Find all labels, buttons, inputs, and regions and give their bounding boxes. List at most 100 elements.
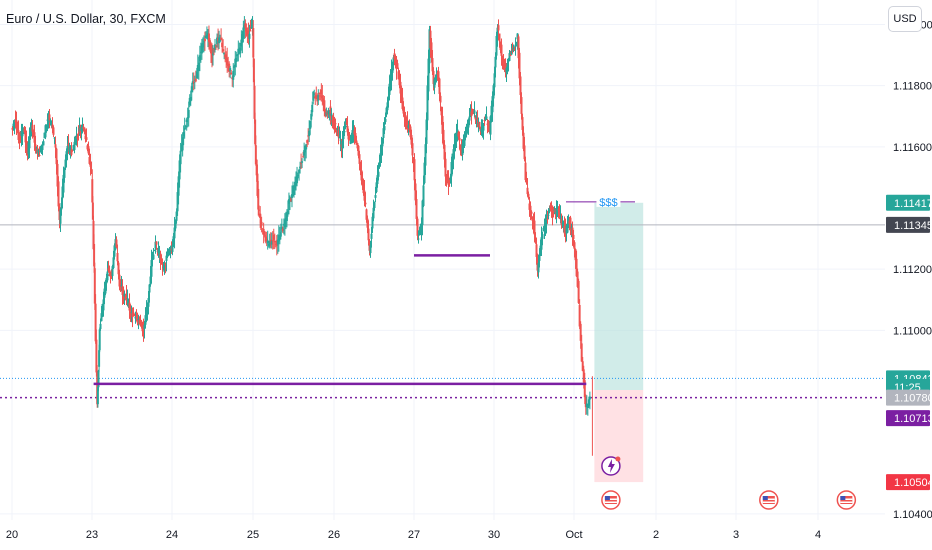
candle-body (293, 192, 296, 194)
candle-body (404, 115, 407, 125)
candle-body (297, 175, 300, 177)
candle-body (540, 237, 543, 250)
candle-body (105, 277, 108, 284)
candle-body (583, 380, 586, 398)
candle-body (308, 130, 311, 137)
candle-body (569, 217, 572, 229)
candle-body (144, 315, 147, 325)
candle-body (279, 232, 282, 237)
candle-body (526, 187, 529, 195)
candle-body (254, 145, 257, 165)
candle-body (219, 37, 222, 42)
price-tag (886, 216, 930, 233)
candle-body (224, 54, 227, 58)
price-tag (886, 389, 930, 406)
candle-body (187, 109, 190, 118)
candle-body (209, 45, 212, 54)
candle-body (227, 63, 230, 67)
candle-body (443, 144, 446, 160)
candle-body (256, 173, 259, 196)
candle-body (425, 119, 428, 144)
candle-body (122, 289, 125, 296)
y-tick-label: 1.11200 (893, 264, 932, 276)
candle-body (190, 86, 193, 93)
candle-body (465, 127, 468, 135)
candle-body (117, 262, 120, 275)
candle-body (418, 230, 421, 232)
candle-body (132, 312, 135, 315)
candle-body (42, 141, 45, 146)
candle-body (420, 223, 423, 231)
candle-body (95, 339, 98, 373)
candle-body (332, 120, 335, 124)
candle-body (588, 396, 591, 400)
candle-body (222, 49, 225, 52)
candle-body (417, 238, 420, 240)
candle-body (116, 252, 119, 262)
candle-body (575, 258, 578, 277)
candle-body (238, 51, 241, 53)
candle-body (126, 298, 129, 300)
candle-body (410, 135, 413, 145)
candle-body (497, 25, 500, 31)
candle-body (261, 230, 264, 232)
candle-body (393, 53, 396, 60)
candle-body (458, 137, 461, 141)
candle-body (560, 219, 563, 225)
candle-body (88, 156, 91, 164)
candle-body (558, 208, 561, 214)
candle-body (344, 122, 347, 128)
candle-body (252, 58, 255, 83)
candle-body (495, 35, 498, 56)
candle-body (92, 220, 95, 250)
x-tick-label: 26 (328, 529, 340, 541)
candle-body (544, 223, 547, 227)
candle-body (483, 120, 486, 122)
candle-body (372, 207, 375, 219)
candle-body (341, 140, 344, 148)
candle-body (319, 95, 322, 97)
price-tag-text: 1.11345 (894, 220, 932, 232)
candle-body (348, 136, 351, 141)
candle-body (34, 144, 37, 148)
candle-body (334, 123, 337, 125)
candle-body (60, 203, 63, 210)
candle-body (91, 179, 94, 203)
candle-body (243, 25, 246, 29)
candle-body (264, 236, 267, 242)
candle-body (485, 116, 488, 119)
candle-body (482, 124, 485, 131)
candle-body (302, 156, 305, 158)
candle-body (522, 132, 525, 149)
notification-dot (615, 456, 621, 462)
target-zone[interactable] (594, 202, 644, 390)
candle-body (90, 170, 93, 174)
candle-body (353, 130, 356, 135)
candle-body (451, 153, 454, 169)
candle-body (220, 37, 223, 40)
candle-body (55, 148, 58, 165)
candle-body (52, 127, 55, 135)
price-tag-text: 1.10780 (894, 393, 932, 405)
candle-body (295, 181, 298, 186)
candle-body (364, 202, 367, 205)
candle-body (518, 52, 521, 79)
candle-body (509, 54, 512, 56)
candle-body (17, 130, 20, 140)
candle-body (200, 43, 203, 54)
candle-body (429, 30, 432, 48)
candle-body (303, 150, 306, 156)
candle-body (272, 234, 275, 240)
candle-body (399, 81, 402, 94)
candle-body (432, 70, 435, 85)
candle-body (537, 263, 540, 273)
currency-button[interactable]: USD (888, 6, 922, 32)
candle-body (282, 223, 285, 226)
candle-body (582, 369, 585, 383)
candle-body (387, 96, 390, 101)
candle-body (439, 95, 442, 103)
candle-body (241, 34, 244, 43)
y-tick-label: 1.11000 (893, 325, 932, 337)
